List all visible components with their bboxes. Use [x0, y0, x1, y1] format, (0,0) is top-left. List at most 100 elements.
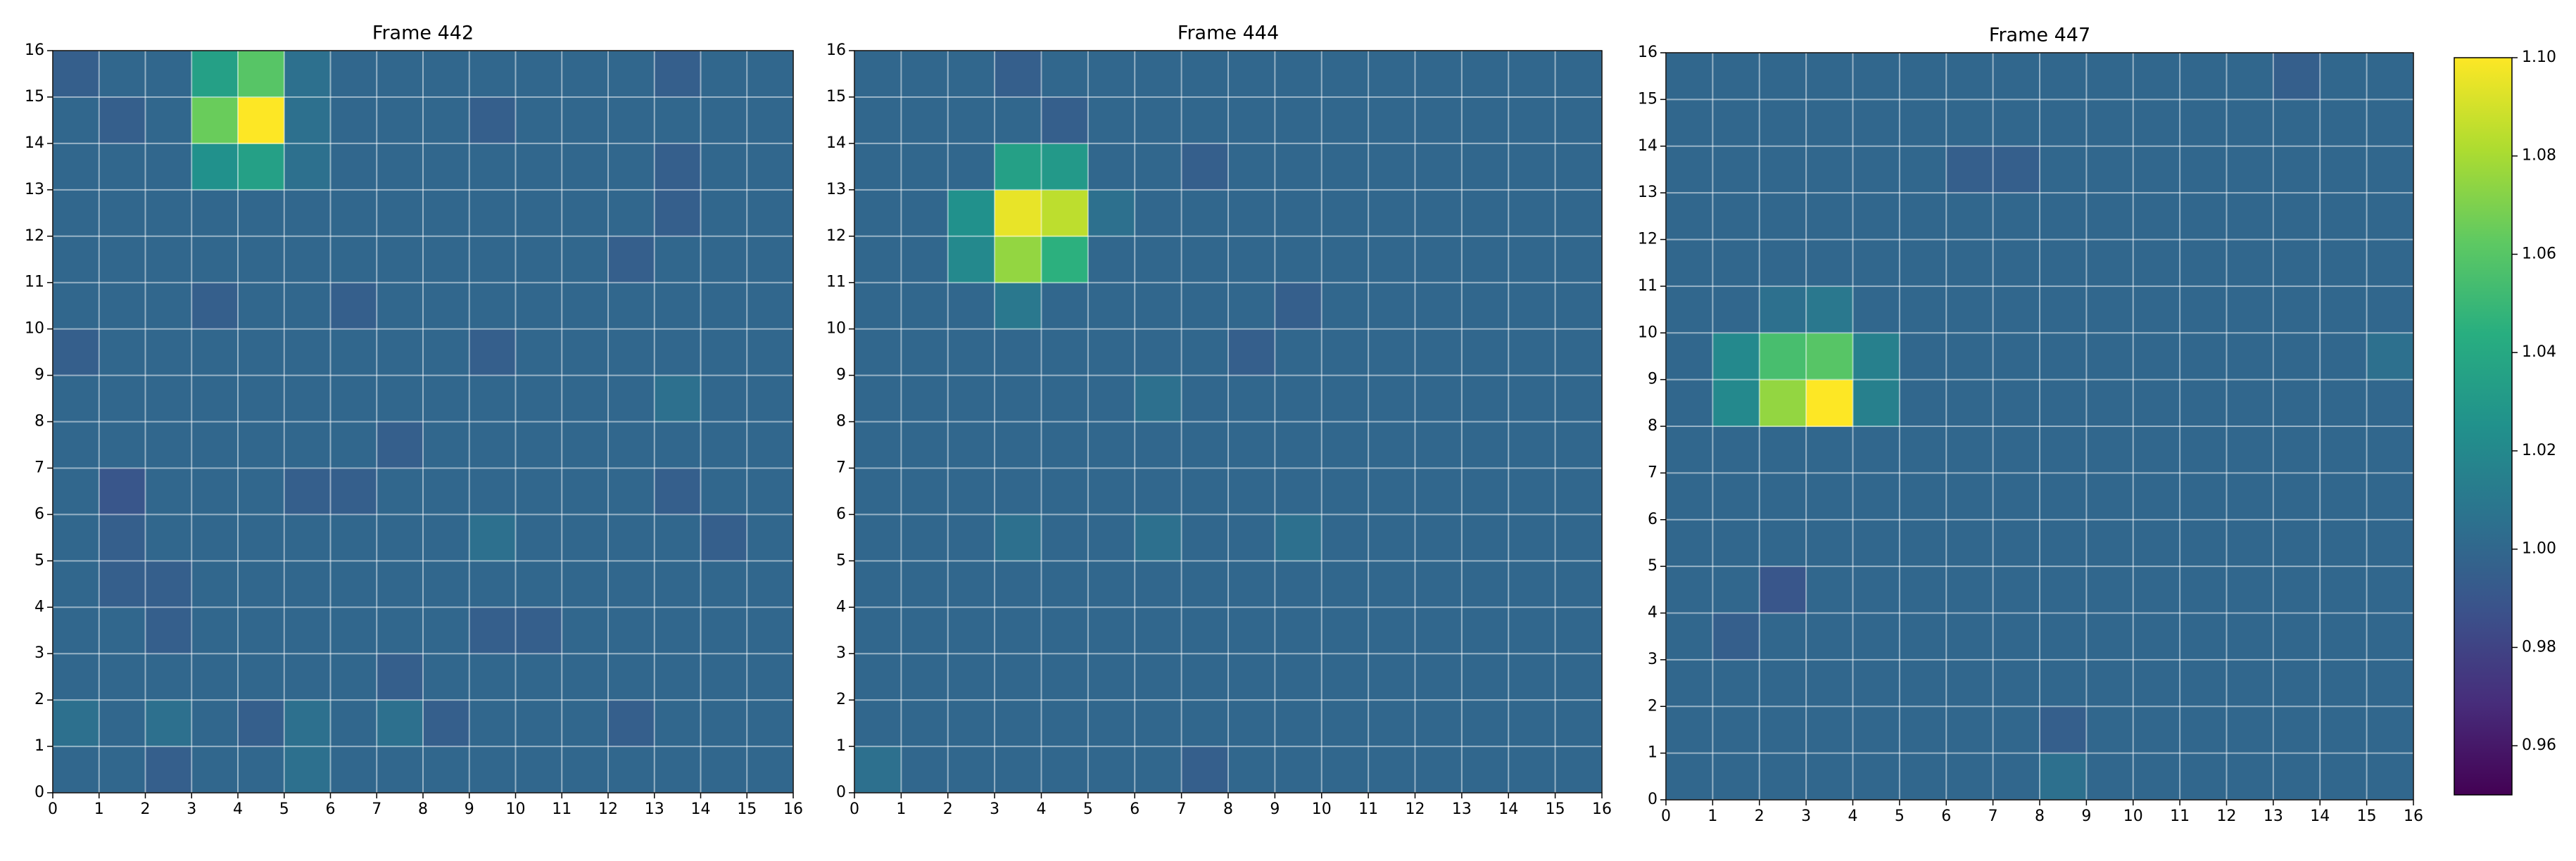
- heatmap-cell: [608, 51, 655, 98]
- heatmap-cell: [901, 746, 949, 793]
- heatmap-cell: [2086, 613, 2134, 661]
- heatmap-cell: [99, 561, 146, 608]
- heatmap-cell: [1228, 561, 1275, 608]
- heatmap-cell: [1135, 746, 1182, 793]
- heatmap-cell: [2040, 753, 2087, 801]
- heatmap-cell: [1228, 700, 1275, 747]
- heatmap-cell: [238, 607, 285, 654]
- heatmap-cell: [2086, 659, 2134, 707]
- heatmap-cell: [901, 607, 949, 654]
- heatmap-cell: [1041, 700, 1089, 747]
- heatmap-cell: [191, 282, 239, 330]
- heatmap-cell: [1806, 753, 1853, 801]
- heatmap-cell: [238, 236, 285, 283]
- y-tick-label: 13: [826, 181, 846, 198]
- heatmap-cell: [2273, 519, 2321, 567]
- heatmap-cell: [1275, 653, 1322, 701]
- colorbar-tick-label: 0.96: [2522, 736, 2556, 754]
- heatmap-cell: [700, 143, 747, 191]
- heatmap-cell: [1666, 519, 1713, 567]
- heatmap-cell: [1712, 753, 1760, 801]
- heatmap-cell: [2226, 519, 2274, 567]
- heatmap-cell: [1759, 566, 1807, 613]
- heatmap-cell: [1899, 99, 1947, 147]
- heatmap-cell: [1321, 51, 1369, 98]
- heatmap-cell: [145, 96, 192, 144]
- heatmap-cell: [2040, 426, 2087, 473]
- heatmap-cell: [284, 96, 331, 144]
- heatmap-cell: [1555, 746, 1603, 793]
- heatmap-cell: [1041, 189, 1089, 237]
- heatmap-cell: [995, 282, 1042, 330]
- heatmap-cell: [2133, 519, 2180, 567]
- heatmap-cell: [901, 143, 949, 191]
- heatmap-cell: [1666, 613, 1713, 661]
- y-tick-label: 2: [836, 691, 846, 708]
- heatmap-cell: [2180, 193, 2227, 240]
- heatmap-cell: [1041, 51, 1089, 98]
- y-tick-label: 6: [1648, 511, 1658, 528]
- heatmap-cell: [1712, 473, 1760, 521]
- heatmap-cell: [1368, 607, 1415, 654]
- heatmap-cell: [1759, 753, 1807, 801]
- heatmap-cell: [469, 746, 516, 793]
- heatmap-cell: [2366, 379, 2414, 427]
- heatmap-cell: [330, 143, 377, 191]
- heatmap-cell: [2040, 193, 2087, 240]
- heatmap-cell: [53, 96, 100, 144]
- heatmap-cell: [2320, 239, 2368, 287]
- heatmap-cell: [947, 51, 995, 98]
- heatmap-cell: [1555, 143, 1603, 191]
- heatmap-cell: [1555, 96, 1603, 144]
- heatmap-cell: [191, 329, 239, 376]
- heatmap-cell: [191, 607, 239, 654]
- heatmap-cell: [1666, 99, 1713, 147]
- x-tick-label: 7: [1177, 801, 1187, 818]
- x-tick-label: 8: [418, 801, 428, 818]
- x-tick-label: 10: [1312, 801, 1332, 818]
- heatmap-cell: [1993, 426, 2040, 473]
- y-tick-label: 4: [1648, 604, 1658, 622]
- heatmap-cell: [1368, 282, 1415, 330]
- heatmap-cell: [995, 607, 1042, 654]
- x-tick-label: 1: [94, 801, 104, 818]
- heatmap-cell: [2320, 379, 2368, 427]
- heatmap-cell: [747, 329, 794, 376]
- heatmap-cell: [1461, 421, 1509, 468]
- heatmap-cell: [1899, 426, 1947, 473]
- y-tick-label: 1: [836, 737, 846, 755]
- heatmap-cell: [1852, 379, 1900, 427]
- heatmap-cell: [515, 561, 562, 608]
- heatmap-cell: [1321, 143, 1369, 191]
- heatmap-cell: [330, 51, 377, 98]
- heatmap-cell: [1946, 613, 1994, 661]
- heatmap-cell: [377, 96, 424, 144]
- heatmap-cell: [2273, 566, 2321, 613]
- heatmap-cell: [191, 375, 239, 422]
- heatmap-cell: [654, 96, 701, 144]
- x-tick-label: 7: [372, 801, 381, 818]
- heatmap-cell: [2320, 519, 2368, 567]
- heatmap-cell: [1135, 96, 1182, 144]
- heatmap-cell: [1368, 514, 1415, 561]
- heatmap-cell: [1415, 746, 1463, 793]
- heatmap-cell: [1415, 561, 1463, 608]
- heatmap-cell: [1666, 753, 1713, 801]
- heatmap-cell: [1321, 700, 1369, 747]
- heatmap-cell: [191, 561, 239, 608]
- heatmap-cell: [2180, 53, 2227, 100]
- heatmap-cell: [1852, 426, 1900, 473]
- heatmap-cell: [1759, 239, 1807, 287]
- heatmap-cell: [1087, 375, 1135, 422]
- heatmap-cell: [854, 700, 902, 747]
- heatmap-cell: [1759, 426, 1807, 473]
- y-tick-label: 14: [826, 134, 846, 152]
- heatmap-cell: [1228, 329, 1275, 376]
- x-tick-label: 7: [1988, 808, 1998, 825]
- heatmap-cell: [99, 746, 146, 793]
- x-tick-label: 3: [990, 801, 999, 818]
- heatmap-cell: [1181, 51, 1229, 98]
- heatmap-cell: [238, 282, 285, 330]
- heatmap-cell: [469, 282, 516, 330]
- heatmap-cell: [1275, 561, 1322, 608]
